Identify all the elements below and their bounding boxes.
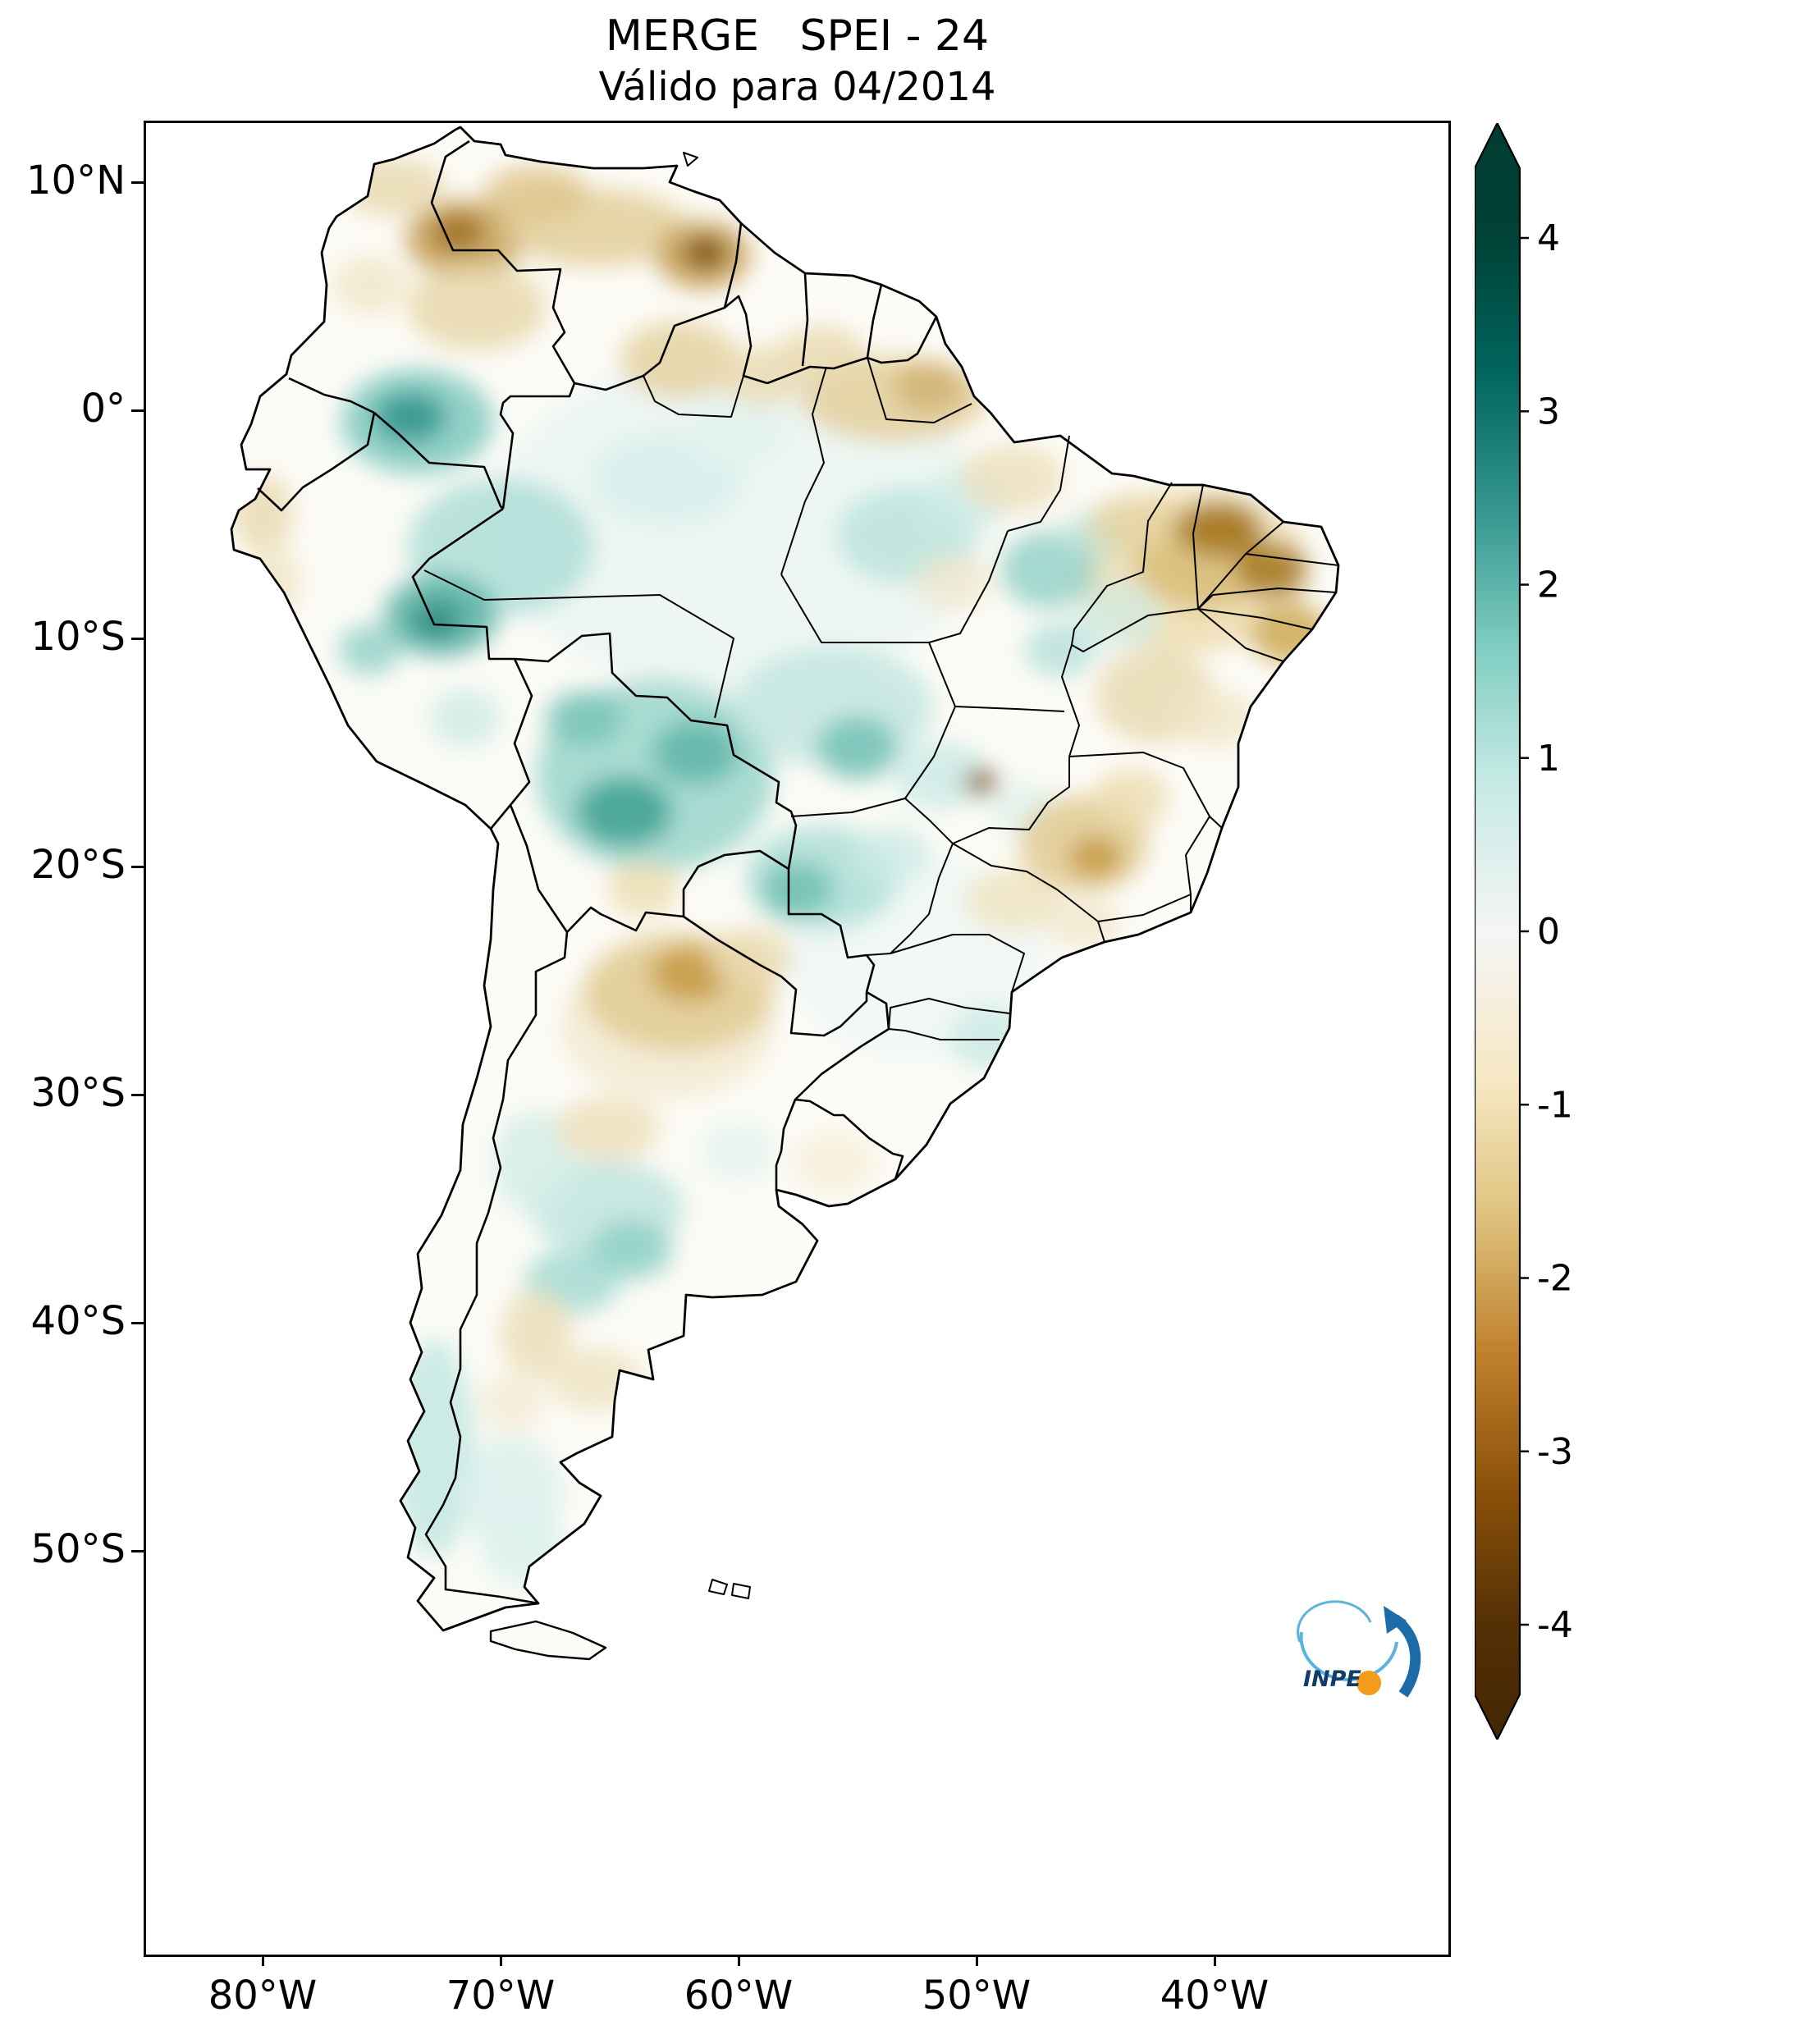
spei-anomaly-blob [964, 769, 999, 795]
spei-anomaly-blob [1069, 836, 1122, 878]
spei-anomaly-blob [1024, 622, 1096, 678]
y-axis-label: 10°S [30, 614, 126, 660]
spei-anomaly-blob [481, 1514, 568, 1588]
spei-anomaly-blob [374, 391, 446, 442]
spei-anomaly-blob [707, 928, 794, 988]
spei-anomaly-blob [762, 862, 834, 917]
spei-anomaly-blob [555, 1096, 661, 1161]
colorbar-label: 3 [1537, 391, 1560, 432]
y-axis-tick [131, 409, 144, 412]
y-axis-label: 20°S [30, 842, 126, 888]
spei-anomaly-blob [341, 157, 446, 217]
spei-anomaly-blob [546, 690, 622, 746]
coastline [230, 126, 1340, 1661]
x-axis-label: 80°W [208, 1973, 318, 2019]
spei-anomaly-blob [893, 362, 965, 413]
spei-anomaly-blob [790, 1131, 877, 1196]
spei-anomaly-blob [893, 741, 989, 810]
y-axis-tick [131, 1093, 144, 1096]
x-axis-label: 70°W [446, 1973, 556, 2019]
logo-orbit-icon [1299, 1631, 1398, 1681]
y-axis-tick [131, 865, 144, 868]
x-axis-tick [737, 1955, 740, 1966]
logo-orange-sphere-icon [1357, 1671, 1381, 1695]
logo-arrow-icon [1391, 1614, 1421, 1698]
spei-anomaly-blob [478, 1374, 547, 1430]
spei-anomaly-blob [393, 1338, 475, 1558]
spei-anomaly-blob [959, 444, 1065, 514]
y-axis-label: 10°N [26, 158, 126, 203]
spei-anomaly-blob [1093, 768, 1169, 828]
y-axis-tick [131, 1549, 144, 1552]
spei-anomaly-blob [429, 688, 501, 748]
spei-anomaly-blob [652, 720, 739, 784]
spei-anomaly-blob [684, 236, 727, 269]
colorbar-label: 4 [1537, 217, 1560, 259]
spei-anomaly-blob [248, 545, 301, 618]
south-america-map [230, 126, 1340, 1661]
spei-anomaly-blob [914, 551, 991, 611]
spei-anomaly-blob [948, 1005, 1029, 1070]
spei-anomaly-blob [576, 777, 672, 846]
map-title: MERGE SPEI - 24 [605, 11, 990, 61]
spei-anomaly-blob [501, 1291, 572, 1378]
country-borders [257, 139, 938, 1605]
spei-anomaly-blob [817, 716, 899, 780]
spei-anomaly-blob [964, 868, 1060, 933]
spei-anomaly-blob [1088, 494, 1174, 555]
spei-anomaly-blob [1176, 501, 1263, 556]
colorbar-label: 0 [1537, 911, 1560, 953]
spei-anomaly-blob [855, 825, 931, 885]
colorbar-label: -3 [1537, 1431, 1573, 1473]
spei-anomaly-blob [431, 214, 484, 251]
y-axis-tick [131, 637, 144, 640]
colorbar-label: 1 [1537, 738, 1560, 780]
logo-arrowhead-icon [1384, 1606, 1407, 1634]
y-axis-label: 0° [80, 386, 126, 432]
spei-anomaly-blob [332, 255, 408, 315]
x-axis-label: 60°W [684, 1973, 794, 2019]
y-axis-tick [131, 1321, 144, 1324]
spei-anomaly-blob [607, 862, 679, 917]
spei-anomaly-blob [409, 601, 463, 638]
spei-anomaly-blob [686, 399, 791, 468]
inpe-logo: INPE [1272, 1596, 1432, 1711]
colorbar-bar [1475, 123, 1521, 1740]
x-axis-label: 40°W [1160, 1973, 1270, 2019]
y-axis-label: 50°S [30, 1526, 126, 1572]
colorbar-label: -2 [1537, 1258, 1573, 1300]
y-axis-tick [131, 181, 144, 184]
x-axis-tick [975, 1955, 978, 1966]
logo-swirl-icon [1297, 1600, 1372, 1643]
map-subtitle: Válido para 04/2014 [598, 64, 996, 110]
colorbar-label: 2 [1537, 565, 1560, 606]
spei-anomaly-blob [779, 326, 865, 381]
spei-anomaly-blob [338, 624, 401, 675]
colorbar: 4 3 2 1 0 -1 -2 -3 -4 [1475, 123, 1639, 1740]
logo-text: INPE [1303, 1667, 1361, 1692]
state-borders [423, 357, 1339, 1040]
spei-anomaly-blob [407, 264, 547, 351]
spei-anomaly-blob [483, 166, 589, 222]
spei-anomaly-blob [620, 321, 739, 400]
map-panel [144, 121, 1451, 1957]
colorbar-label: -1 [1537, 1084, 1573, 1126]
spei-anomaly-blob [700, 1122, 777, 1182]
spei-anomaly-blob [1174, 688, 1256, 748]
spei-raster [231, 157, 1332, 1588]
x-axis-tick [261, 1955, 264, 1966]
x-axis-label: 50°W [922, 1973, 1032, 2019]
colorbar-label: -4 [1537, 1604, 1573, 1646]
y-axis-label: 40°S [30, 1298, 126, 1344]
y-axis-label: 30°S [30, 1070, 126, 1116]
spei-anomaly-blob [548, 1347, 643, 1412]
spei-anomaly-blob [1236, 542, 1308, 597]
x-axis-tick [1213, 1955, 1216, 1966]
x-axis-tick [499, 1955, 502, 1966]
